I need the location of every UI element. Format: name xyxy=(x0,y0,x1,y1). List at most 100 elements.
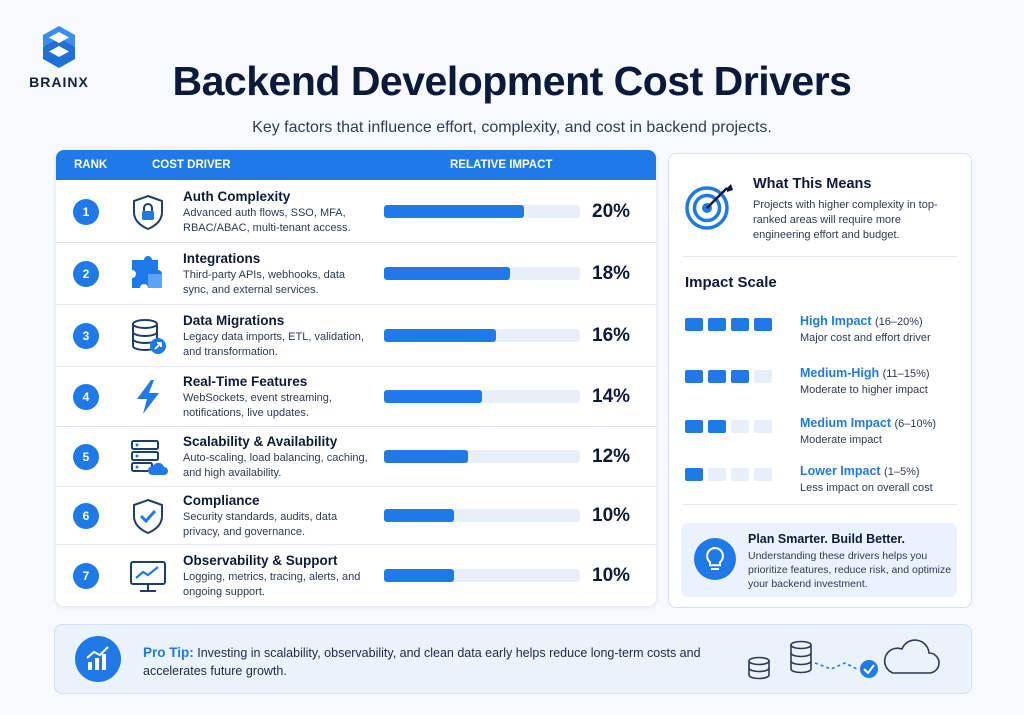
table-row: 2 Integrations Third-party APIs, webhooks,… xyxy=(56,243,656,305)
scale-block xyxy=(754,468,772,481)
impact-value-label: 10% xyxy=(592,505,631,526)
table-row: 3 Data Migrations Legacy data imports, ETL… xyxy=(56,305,656,367)
impact-bar xyxy=(384,390,482,403)
table-row: 4 Real-Time Features WebSockets, event str… xyxy=(56,367,656,427)
means-title: What This Means xyxy=(753,176,872,192)
impact-value-label: 10% xyxy=(592,564,631,586)
driver-name: Observability & Support xyxy=(183,552,338,568)
shield-check-icon xyxy=(133,498,163,535)
impact-bar-track xyxy=(384,568,580,582)
scale-block xyxy=(708,468,726,481)
driver-description: Security standards, audits, data privacy… xyxy=(183,511,338,538)
scale-block xyxy=(685,468,703,481)
impact-bar-track xyxy=(384,329,580,342)
driver-name: Scalability & Availability xyxy=(183,434,338,449)
plan-smarter-box: Plan Smarter. Build Better. Understandin… xyxy=(681,523,957,597)
col-impact-header: RELATIVE IMPACT xyxy=(450,159,553,171)
data-cloud-illustration xyxy=(748,639,940,680)
driver-description: WebSockets, event streaming, notificatio… xyxy=(183,392,332,419)
impact-bar-track xyxy=(384,204,580,218)
col-driver-header: COST DRIVER xyxy=(152,159,231,171)
scale-block xyxy=(731,468,749,481)
driver-description: Auto-scaling, load balancing, caching, a… xyxy=(183,452,368,479)
driver-name: Data Migrations xyxy=(183,313,285,328)
page-subtitle: Key factors that influence effort, compl… xyxy=(252,119,772,136)
scale-label: Medium Impact (6–10%) xyxy=(800,416,936,430)
scale-block xyxy=(754,370,772,383)
impact-bar-track xyxy=(384,390,580,403)
target-icon xyxy=(685,184,733,230)
brainx-logo-icon xyxy=(43,26,75,68)
brand-name: BRAINX xyxy=(29,74,89,90)
table-row: 7 Observability & Support Logging, metrics… xyxy=(56,545,656,606)
scale-description: Major cost and effort driver xyxy=(800,332,931,344)
impact-bar xyxy=(384,267,510,280)
pro-tip-banner: Pro Tip: Investing in scalability, obser… xyxy=(54,624,972,694)
col-rank-header: RANK xyxy=(74,159,108,171)
scale-label-range: (1–5%) xyxy=(884,466,920,478)
scale-block xyxy=(731,318,749,331)
scale-description: Moderate to higher impact xyxy=(800,384,928,396)
scale-block xyxy=(685,318,703,331)
rank-badge: 7 xyxy=(73,562,99,589)
page-title: Backend Development Cost Drivers xyxy=(172,58,852,104)
pro-tip-text: Pro Tip: Investing in scalability, obser… xyxy=(143,644,703,680)
means-text: Projects with higher complexity in top-r… xyxy=(753,199,938,241)
driver-description: Legacy data imports, ETL, validation, an… xyxy=(183,331,364,358)
driver-description: Logging, metrics, tracing, alerts, and o… xyxy=(183,570,361,598)
impact-bar xyxy=(384,450,468,463)
cost-driver-table: RANK COST DRIVER RELATIVE IMPACT 1 Auth C… xyxy=(56,150,656,606)
scale-label-range: (11–15%) xyxy=(882,368,930,380)
impact-bar-track xyxy=(384,509,580,522)
plan-smarter-text: Understanding these drivers helps you pr… xyxy=(748,550,952,590)
impact-bar xyxy=(384,204,524,218)
divider xyxy=(683,504,957,505)
scale-label: Lower Impact (1–5%) xyxy=(800,464,920,478)
impact-scale-title: Impact Scale xyxy=(685,274,777,291)
rank-badge: 3 xyxy=(73,323,99,349)
impact-value-label: 20% xyxy=(592,200,631,222)
info-panel: What This Means Projects with higher com… xyxy=(668,153,972,608)
scale-label-name: Lower Impact xyxy=(800,464,885,478)
rank-badge: 6 xyxy=(73,503,99,529)
puzzle-icon xyxy=(132,256,162,288)
scale-label-range: (16–20%) xyxy=(875,316,923,328)
rank-badge: 4 xyxy=(73,384,99,410)
scale-label-name: Medium-High xyxy=(800,366,883,380)
table-row: 1 Auth Complexity Advanced auth flows, SSO… xyxy=(56,180,656,243)
scale-block xyxy=(685,420,703,433)
scale-description: Less impact on overall cost xyxy=(800,482,933,494)
scale-block xyxy=(708,420,726,433)
rank-badge: 2 xyxy=(73,261,99,287)
impact-value-label: 12% xyxy=(592,446,631,467)
scale-label-range: (6–10%) xyxy=(894,418,937,430)
driver-name: Integrations xyxy=(183,251,261,266)
database-icon xyxy=(132,319,166,354)
scale-label-name: High Impact xyxy=(800,314,876,328)
impact-value-label: 14% xyxy=(592,386,631,407)
divider xyxy=(683,256,957,257)
impact-bar-track xyxy=(384,450,580,463)
impact-value-label: 18% xyxy=(592,263,631,284)
lightbulb-icon xyxy=(694,538,736,580)
scale-label-name: Medium Impact xyxy=(800,416,895,430)
shield-lock-icon xyxy=(133,194,163,230)
scale-block xyxy=(731,420,749,433)
rank-badge: 5 xyxy=(73,444,99,470)
scale-description: Moderate impact xyxy=(800,434,882,446)
impact-bar xyxy=(384,509,454,522)
scale-label: High Impact (16–20%) xyxy=(800,314,923,328)
scale-block xyxy=(754,420,772,433)
pro-tip-label: Pro Tip: xyxy=(143,645,194,660)
impact-bar xyxy=(384,329,496,342)
server-cloud-icon xyxy=(131,440,168,475)
table-header: RANK COST DRIVER RELATIVE IMPACT xyxy=(56,150,656,180)
driver-name: Real-Time Features xyxy=(183,374,308,389)
impact-value-label: 16% xyxy=(592,325,631,346)
driver-name: Auth Complexity xyxy=(183,188,291,204)
impact-bar-track xyxy=(384,267,580,280)
impact-bar xyxy=(384,568,454,582)
table-row: 5 Scalability & Availability Auto-scaling,… xyxy=(56,427,656,487)
scale-block xyxy=(731,370,749,383)
driver-description: Advanced auth flows, SSO, MFA, RBAC/ABAC… xyxy=(183,206,351,234)
